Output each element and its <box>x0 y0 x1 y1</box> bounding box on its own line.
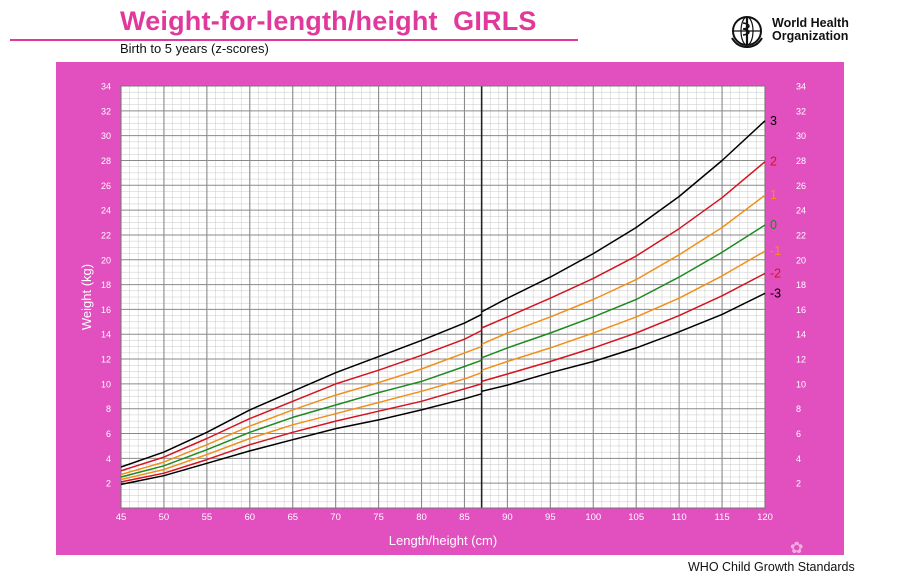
who-emblem-icon <box>731 16 763 48</box>
y-tick-label-left: 10 <box>101 379 111 389</box>
x-tick-label: 60 <box>245 512 256 523</box>
y-tick-label-right: 8 <box>796 404 801 414</box>
source-credit: WHO Child Growth Standards <box>688 560 855 574</box>
x-tick-label: 95 <box>545 512 556 523</box>
series-label-z1: 1 <box>770 188 777 202</box>
y-tick-label-right: 18 <box>796 280 806 290</box>
x-tick-label: 105 <box>628 512 644 523</box>
organization-name: World Health Organization <box>772 17 849 43</box>
series-label-z2: 2 <box>770 155 777 169</box>
x-tick-label: 45 <box>116 512 127 523</box>
series-line-length-z2 <box>120 329 482 472</box>
y-tick-label-left: 18 <box>101 280 111 290</box>
page-title: Weight-for-length/height GIRLS <box>120 6 537 36</box>
y-tick-label-left: 16 <box>101 305 111 315</box>
x-tick-label: 80 <box>416 512 427 523</box>
x-tick-label: 50 <box>159 512 170 523</box>
y-tick-label-right: 28 <box>796 156 806 166</box>
y-tick-label-right: 24 <box>796 206 806 216</box>
y-tick-label-right: 12 <box>796 355 806 365</box>
x-tick-label: 55 <box>202 512 213 523</box>
y-tick-label-right: 4 <box>796 454 801 464</box>
series-line-height-z0 <box>481 224 766 359</box>
series-line-height-zminus2 <box>481 272 766 383</box>
y-tick-label-left: 28 <box>101 156 111 166</box>
y-tick-label-right: 32 <box>796 106 806 116</box>
y-tick-label-right: 26 <box>796 181 806 191</box>
y-tick-label-left: 2 <box>106 479 111 489</box>
x-axis-label: Length/height (cm) <box>389 533 497 548</box>
series-label-zminus1: -1 <box>770 244 781 258</box>
y-tick-label-left: 4 <box>106 454 111 464</box>
series-line-height-zminus3 <box>481 292 766 393</box>
y-tick-label-left: 26 <box>101 181 111 191</box>
page-subtitle: Birth to 5 years (z-scores) <box>120 41 269 56</box>
x-tick-label: 85 <box>459 512 470 523</box>
series-line-height-z2 <box>481 161 766 329</box>
y-tick-label-left: 6 <box>106 429 111 439</box>
y-tick-label-left: 32 <box>101 106 111 116</box>
y-tick-label-left: 20 <box>101 255 111 265</box>
y-tick-label-right: 2 <box>796 479 801 489</box>
series-line-length-zminus1 <box>120 371 482 481</box>
y-tick-label-right: 22 <box>796 230 806 240</box>
series-line-length-z0 <box>120 359 482 478</box>
series-line-height-zminus1 <box>481 250 766 371</box>
series-label-z0: 0 <box>770 218 777 232</box>
org-name-line2: Organization <box>772 29 849 43</box>
series-line-length-zminus2 <box>120 383 482 483</box>
y-tick-label-left: 24 <box>101 206 111 216</box>
y-tick-label-left: 8 <box>106 404 111 414</box>
x-tick-label: 120 <box>757 512 773 523</box>
watermark: ✿ <box>790 540 805 557</box>
y-tick-label-left: 12 <box>101 355 111 365</box>
x-tick-label: 115 <box>714 512 729 523</box>
series-line-length-z3 <box>120 313 482 468</box>
y-tick-label-left: 34 <box>101 82 111 92</box>
y-tick-label-left: 14 <box>101 330 111 340</box>
x-tick-label: 70 <box>330 512 341 523</box>
y-axis-label: Weight (kg) <box>79 264 94 330</box>
series-line-height-z3 <box>481 120 766 313</box>
x-tick-label: 75 <box>373 512 384 523</box>
y-tick-label-right: 10 <box>796 379 806 389</box>
x-tick-label: 100 <box>585 512 601 523</box>
y-tick-label-right: 20 <box>796 255 806 265</box>
org-name-line1: World Health <box>772 16 849 30</box>
y-tick-label-right: 30 <box>796 131 806 141</box>
series-label-zminus3: -3 <box>770 286 781 300</box>
series-line-height-z1 <box>481 194 766 345</box>
series-line-length-z1 <box>120 345 482 476</box>
y-tick-label-left: 22 <box>101 230 111 240</box>
x-tick-label: 65 <box>287 512 298 523</box>
series-label-z3: 3 <box>770 114 777 128</box>
y-tick-label-right: 14 <box>796 330 806 340</box>
series-label-zminus2: -2 <box>770 266 781 280</box>
y-tick-label-right: 16 <box>796 305 806 315</box>
series-line-length-zminus3 <box>120 393 482 486</box>
x-tick-label: 110 <box>672 512 687 523</box>
y-tick-label-right: 6 <box>796 429 801 439</box>
plot-border <box>120 85 766 509</box>
x-tick-label: 90 <box>502 512 513 523</box>
title-underline <box>10 39 578 41</box>
y-tick-label-right: 34 <box>796 82 806 92</box>
y-tick-label-left: 30 <box>101 131 111 141</box>
